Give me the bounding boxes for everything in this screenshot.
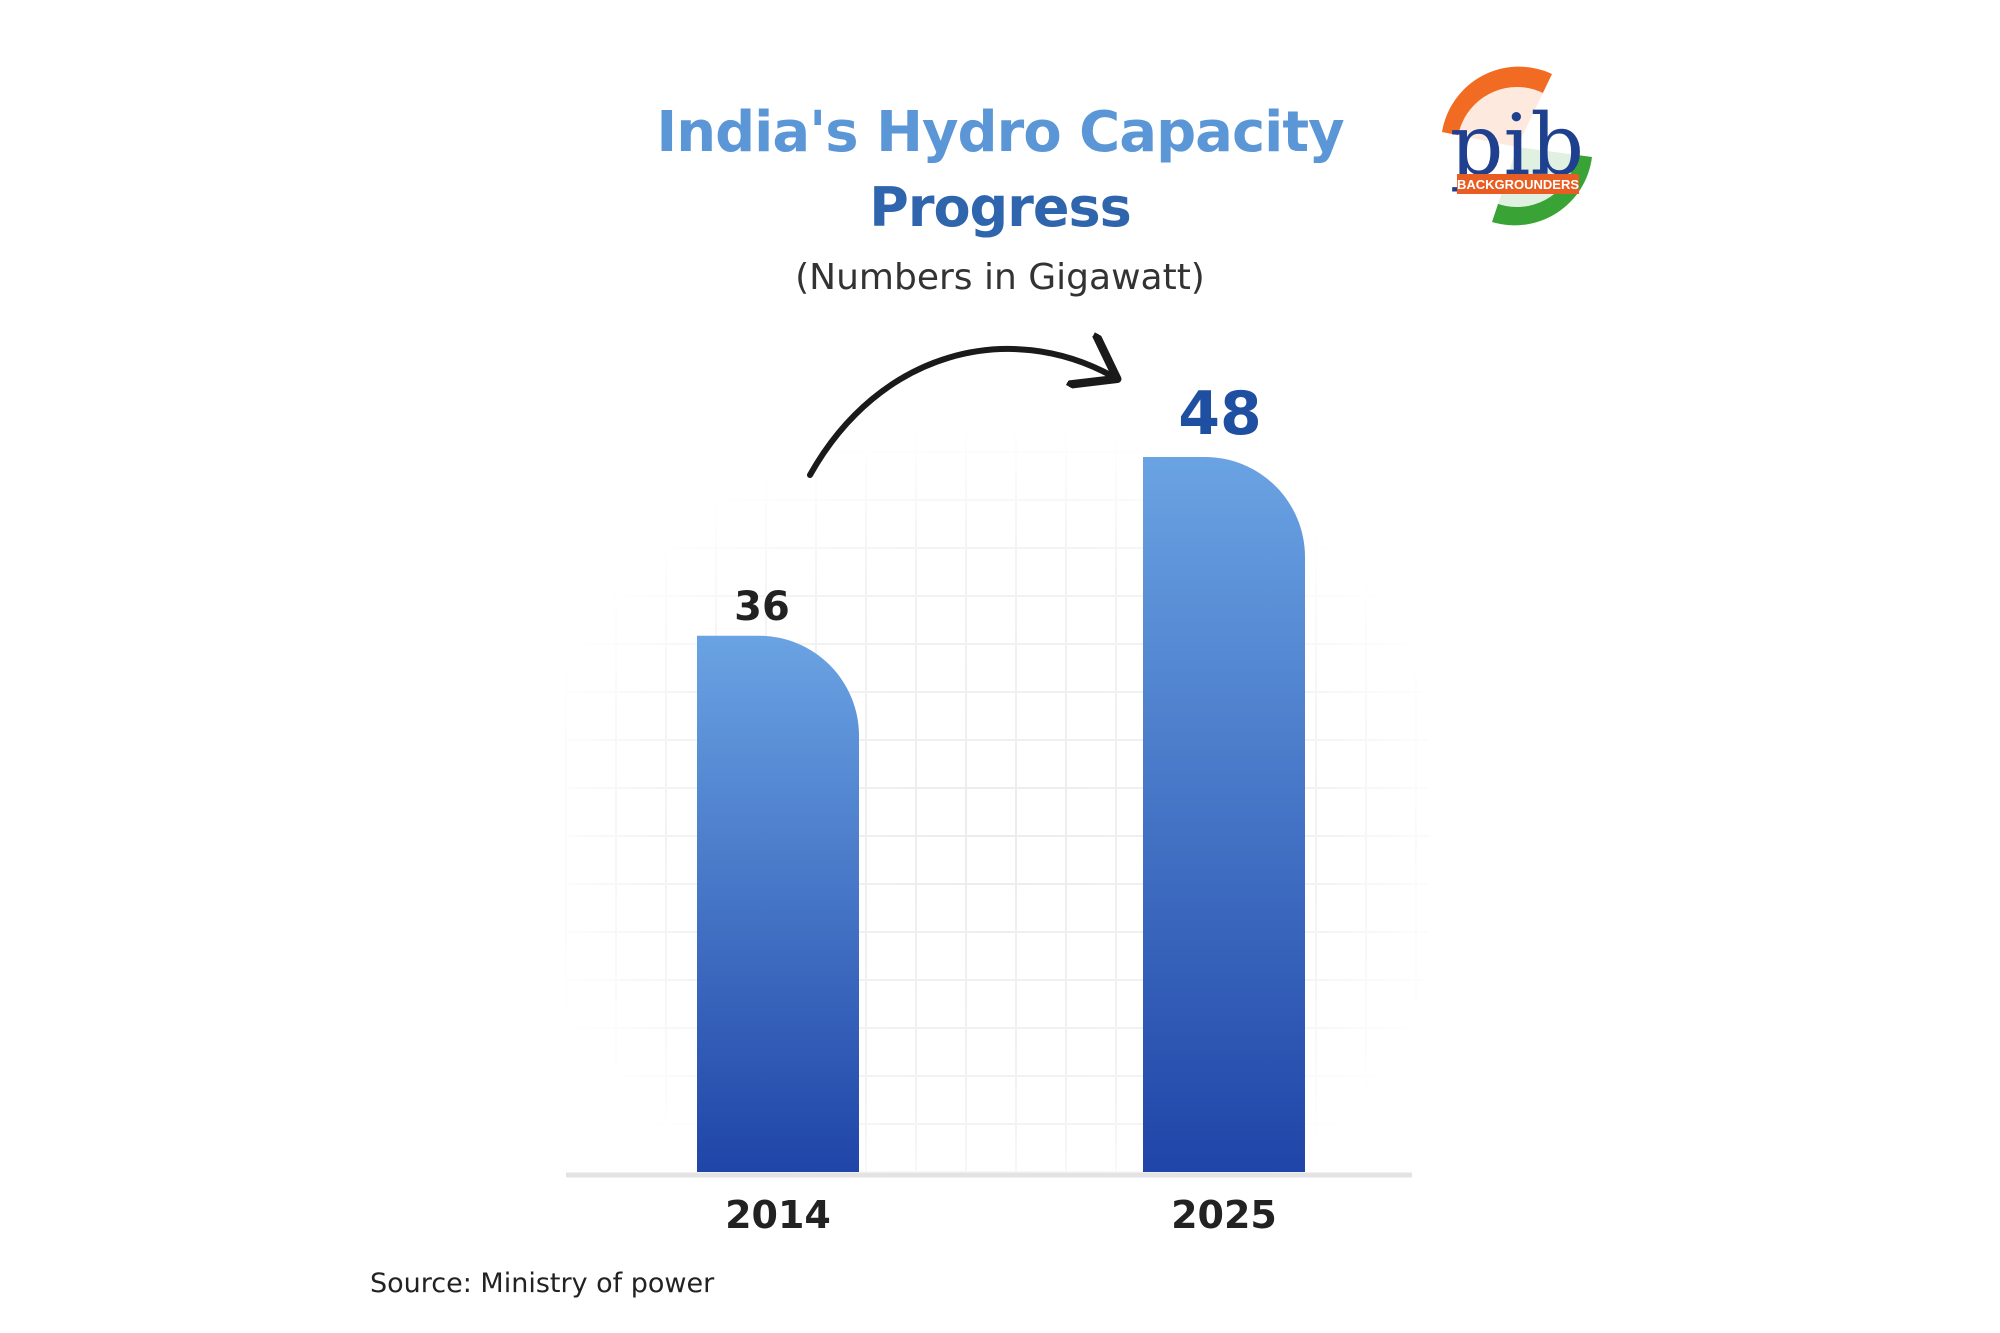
bar-2014 — [697, 635, 859, 1172]
chart-subtitle: (Numbers in Gigawatt) — [795, 257, 1205, 298]
bar-2025 — [1143, 457, 1305, 1172]
chart-title-line2: Progress — [869, 176, 1132, 239]
data-label-2014: 36 — [734, 584, 790, 630]
source-note: Source: Ministry of power — [370, 1268, 715, 1299]
growth-arrow-icon — [807, 349, 1112, 478]
x-tick-label-2025: 2025 — [1171, 1193, 1277, 1237]
pib-backgrounders-logo: pib BACKGROUNDERS — [1435, 65, 1599, 229]
data-label-2025: 48 — [1178, 379, 1262, 449]
svg-text:BACKGROUNDERS: BACKGROUNDERS — [1457, 177, 1579, 192]
chart-title-line1: India's Hydro Capacity — [656, 100, 1344, 165]
x-tick-label-2014: 2014 — [725, 1193, 831, 1237]
